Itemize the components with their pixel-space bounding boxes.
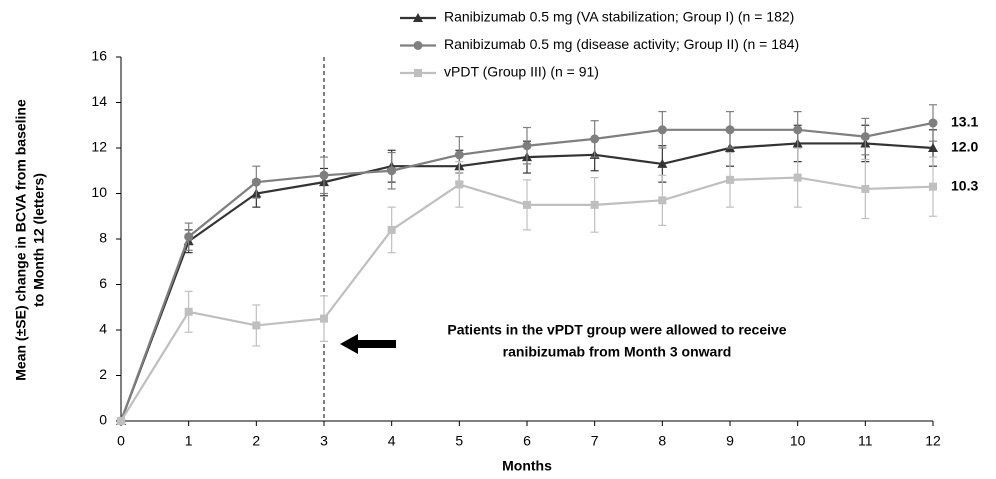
marker xyxy=(387,225,396,234)
x-tick-label: 11 xyxy=(858,433,873,449)
marker xyxy=(657,158,668,168)
x-tick-label: 8 xyxy=(658,433,666,449)
x-tick-label: 5 xyxy=(455,433,463,449)
marker xyxy=(455,180,464,189)
marker xyxy=(184,232,194,242)
data-label: 10.3 xyxy=(951,177,978,193)
x-tick-label: 7 xyxy=(591,433,599,449)
x-tick-label: 12 xyxy=(925,433,941,449)
x-tick-label: 4 xyxy=(388,433,396,449)
x-tick-label: 9 xyxy=(726,433,734,449)
y-tick-label: 2 xyxy=(99,366,107,382)
marker xyxy=(657,125,667,135)
arrow xyxy=(340,334,396,354)
x-tick-label: 2 xyxy=(252,433,260,449)
x-tick-label: 10 xyxy=(790,433,806,449)
marker xyxy=(387,166,397,176)
marker xyxy=(725,125,735,135)
annotation: ranibizumab from Month 3 onward xyxy=(503,344,732,360)
y-axis-label: to Month 12 (letters) xyxy=(31,173,47,307)
legend-label: vPDT (Group III) (n = 91) xyxy=(444,64,599,80)
y-tick-label: 12 xyxy=(91,139,107,155)
y-tick-label: 0 xyxy=(99,412,107,428)
marker xyxy=(658,196,667,205)
annotation: Patients in the vPDT group were allowed … xyxy=(447,322,786,338)
y-tick-label: 16 xyxy=(91,48,107,64)
marker xyxy=(522,141,532,151)
y-tick-label: 4 xyxy=(99,321,107,337)
marker xyxy=(928,143,938,152)
legend-label: Ranibizumab 0.5 mg (VA stabilization; Gr… xyxy=(444,9,794,25)
y-tick-label: 14 xyxy=(91,93,107,109)
data-label: 13.1 xyxy=(951,114,978,130)
marker xyxy=(860,132,870,142)
marker xyxy=(793,173,802,182)
marker xyxy=(413,41,423,50)
y-tick-label: 10 xyxy=(91,184,107,200)
marker xyxy=(590,200,599,209)
marker xyxy=(523,200,531,209)
marker xyxy=(117,417,125,425)
y-tick-label: 8 xyxy=(99,230,107,246)
marker xyxy=(413,13,423,22)
x-tick-label: 1 xyxy=(185,433,193,449)
marker xyxy=(793,125,803,135)
marker xyxy=(319,170,329,180)
data-label: 12.0 xyxy=(951,139,978,155)
x-tick-label: 6 xyxy=(523,433,531,449)
marker xyxy=(928,118,938,128)
marker xyxy=(252,321,261,330)
marker xyxy=(320,314,328,323)
x-tick-label: 3 xyxy=(320,433,328,449)
x-axis-label: Months xyxy=(502,458,552,474)
marker xyxy=(861,184,870,193)
marker xyxy=(184,307,193,316)
marker xyxy=(454,150,464,160)
x-tick-label: 0 xyxy=(117,433,125,449)
marker xyxy=(590,134,600,144)
y-tick-label: 6 xyxy=(99,275,107,291)
marker xyxy=(929,182,937,191)
legend-label: Ranibizumab 0.5 mg (disease activity; Gr… xyxy=(444,36,799,52)
y-axis-label: Mean (±SE) change in BCVA from baseline xyxy=(13,99,29,381)
marker xyxy=(251,177,261,187)
marker xyxy=(726,175,734,184)
marker xyxy=(414,69,422,77)
